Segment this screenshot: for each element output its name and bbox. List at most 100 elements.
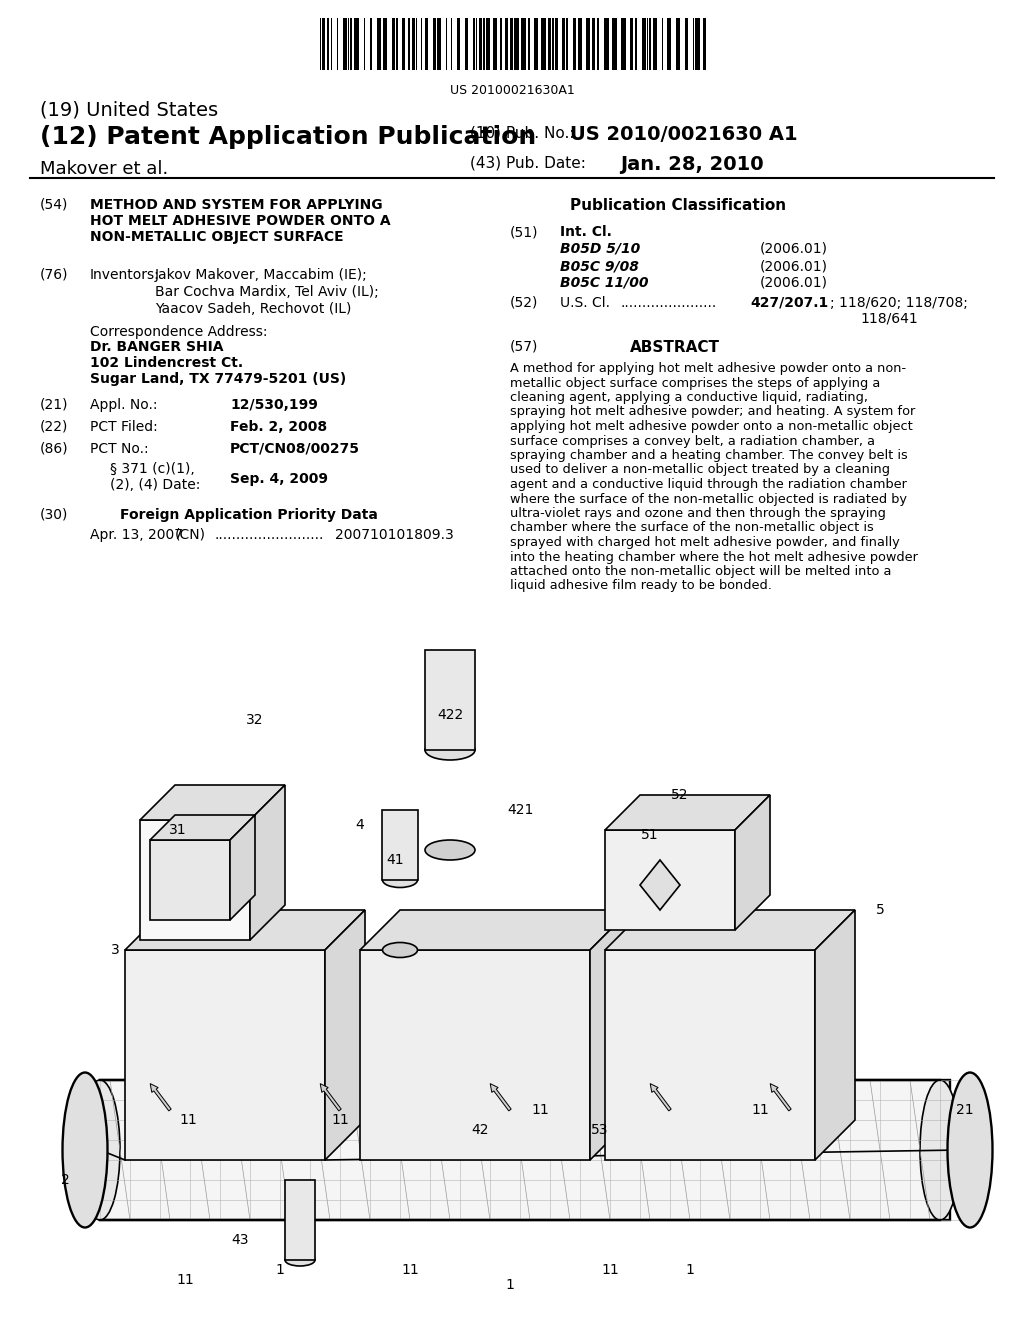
Bar [383, 18, 387, 70]
Bar [322, 18, 325, 70]
Bar [573, 18, 575, 70]
Bar [392, 18, 395, 70]
Text: Sugar Land, TX 77479-5201 (US): Sugar Land, TX 77479-5201 (US) [90, 372, 346, 385]
Text: 11: 11 [179, 1113, 197, 1127]
Bar [562, 18, 565, 70]
Text: ultra-violet rays and ozone and then through the spraying: ultra-violet rays and ozone and then thr… [510, 507, 886, 520]
Bar [408, 18, 410, 70]
Text: Int. Cl.: Int. Cl. [560, 224, 612, 239]
Text: liquid adhesive film ready to be bonded.: liquid adhesive film ready to be bonded. [510, 579, 772, 593]
Bar [514, 18, 519, 70]
Text: 421: 421 [507, 803, 534, 817]
Bar [483, 18, 485, 70]
Bar [382, 810, 418, 880]
Text: (19) United States: (19) United States [40, 100, 218, 119]
Text: (22): (22) [40, 420, 69, 434]
Polygon shape [125, 909, 365, 950]
Text: applying hot melt adhesive powder onto a non-metallic object: applying hot melt adhesive powder onto a… [510, 420, 912, 433]
Text: Bar Cochva Mardix, Tel Aviv (IL);: Bar Cochva Mardix, Tel Aviv (IL); [155, 285, 379, 300]
Polygon shape [605, 909, 855, 950]
Text: 52: 52 [672, 788, 689, 803]
FancyArrow shape [321, 1084, 341, 1111]
Text: 422: 422 [437, 708, 463, 722]
Ellipse shape [80, 1080, 120, 1220]
Ellipse shape [285, 1254, 315, 1266]
Text: US 2010/0021630 A1: US 2010/0021630 A1 [570, 125, 798, 144]
Bar [510, 18, 513, 70]
Text: 43: 43 [231, 1233, 249, 1247]
Polygon shape [230, 814, 255, 920]
Text: Yaacov Sadeh, Rechovot (IL): Yaacov Sadeh, Rechovot (IL) [155, 302, 351, 315]
Polygon shape [640, 861, 680, 909]
Text: chamber where the surface of the non-metallic object is: chamber where the surface of the non-met… [510, 521, 873, 535]
Bar [552, 18, 554, 70]
Ellipse shape [947, 1072, 992, 1228]
Text: ......................: ...................... [620, 296, 716, 310]
Polygon shape [360, 950, 590, 1160]
Bar [354, 18, 359, 70]
FancyArrow shape [770, 1084, 792, 1111]
Bar [703, 18, 706, 70]
Bar [685, 18, 688, 70]
Text: 3: 3 [111, 942, 120, 957]
Polygon shape [250, 785, 285, 940]
Text: ; 118/620; 118/708;: ; 118/620; 118/708; [830, 296, 968, 310]
Text: (30): (30) [40, 508, 69, 521]
Text: ABSTRACT: ABSTRACT [630, 341, 720, 355]
Bar [555, 18, 558, 70]
Text: 427/207.1: 427/207.1 [750, 296, 828, 310]
Text: 5: 5 [876, 903, 885, 917]
Bar [327, 18, 329, 70]
Bar [528, 18, 530, 70]
Polygon shape [150, 840, 230, 920]
Text: 102 Lindencrest Ct.: 102 Lindencrest Ct. [90, 356, 243, 370]
Polygon shape [360, 909, 630, 950]
Text: where the surface of the non-metallic objected is radiated by: where the surface of the non-metallic ob… [510, 492, 907, 506]
Bar [534, 18, 538, 70]
Text: U.S. Cl.: U.S. Cl. [560, 296, 610, 310]
Bar [541, 18, 546, 70]
Polygon shape [605, 830, 735, 931]
Ellipse shape [425, 840, 475, 861]
Text: A method for applying hot melt adhesive powder onto a non-: A method for applying hot melt adhesive … [510, 362, 906, 375]
Text: Sep. 4, 2009: Sep. 4, 2009 [230, 473, 328, 486]
Bar [676, 18, 680, 70]
Bar [642, 18, 646, 70]
Text: cleaning agent, applying a conductive liquid, radiating,: cleaning agent, applying a conductive li… [510, 391, 868, 404]
Bar [285, 1180, 315, 1261]
Bar [412, 18, 415, 70]
Polygon shape [590, 909, 630, 1160]
FancyArrow shape [151, 1084, 171, 1111]
Text: 53: 53 [591, 1123, 608, 1137]
Polygon shape [325, 909, 365, 1160]
Text: Inventors:: Inventors: [90, 268, 160, 282]
Text: Publication Classification: Publication Classification [570, 198, 786, 213]
Text: into the heating chamber where the hot melt adhesive powder: into the heating chamber where the hot m… [510, 550, 918, 564]
Text: 11: 11 [176, 1272, 194, 1287]
Text: Dr. BANGER SHIA: Dr. BANGER SHIA [90, 341, 223, 354]
Text: 12/530,199: 12/530,199 [230, 399, 317, 412]
Polygon shape [150, 814, 255, 840]
Text: attached onto the non-metallic object will be melted into a: attached onto the non-metallic object wi… [510, 565, 891, 578]
Text: (57): (57) [510, 341, 539, 354]
Text: 11: 11 [531, 1104, 549, 1117]
Bar [695, 18, 700, 70]
Bar [521, 18, 526, 70]
Bar [612, 18, 617, 70]
Text: Appl. No.:: Appl. No.: [90, 399, 158, 412]
Bar [465, 18, 468, 70]
Text: (CN): (CN) [175, 528, 206, 543]
Text: (2006.01): (2006.01) [760, 259, 828, 273]
Text: 21: 21 [956, 1104, 974, 1117]
Text: (54): (54) [40, 198, 69, 213]
Bar [402, 18, 406, 70]
Bar [667, 18, 671, 70]
Polygon shape [140, 785, 285, 820]
Text: sprayed with charged hot melt adhesive powder, and finally: sprayed with charged hot melt adhesive p… [510, 536, 900, 549]
Bar [586, 18, 590, 70]
Text: (52): (52) [510, 296, 539, 310]
Bar [578, 18, 582, 70]
Text: Jakov Makover, Maccabim (IE);: Jakov Makover, Maccabim (IE); [155, 268, 368, 282]
Text: PCT No.:: PCT No.: [90, 442, 148, 455]
Bar [370, 18, 372, 70]
